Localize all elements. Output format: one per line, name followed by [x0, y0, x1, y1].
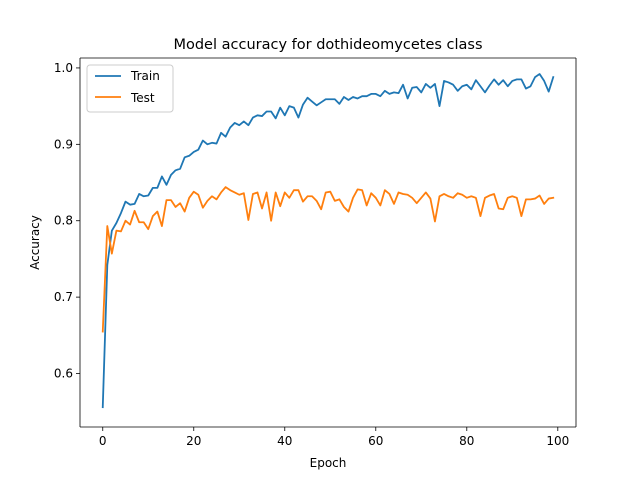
series-line-train: [101, 73, 555, 409]
axes-layer: [79, 57, 577, 428]
legend: Train Test: [86, 64, 174, 113]
chart-title: Model accuracy for dothideomycetes class: [173, 37, 482, 53]
y-tick-label: 1.0: [54, 61, 73, 75]
plot-area: [80, 58, 576, 427]
x-tick-label: 40: [277, 434, 292, 448]
legend-label-train: Train: [130, 69, 160, 83]
y-tick-label: 0.8: [54, 214, 73, 228]
x-tick-label: 100: [546, 434, 569, 448]
y-tick-layer: 0.6 0.7 0.8 0.9 1.0: [54, 61, 80, 381]
series-layer: [101, 73, 555, 409]
x-tick-layer: 0 20 40 60 80 100: [99, 427, 569, 448]
x-tick-label: 60: [368, 434, 383, 448]
x-tick-label: 80: [459, 434, 474, 448]
x-axis-title: Epoch: [310, 456, 347, 470]
x-tick-label: 0: [99, 434, 107, 448]
y-tick-label: 0.7: [54, 290, 73, 304]
y-axis-title: Accuracy: [28, 215, 42, 270]
y-tick-label: 0.6: [54, 367, 73, 381]
series-line-test: [101, 186, 555, 333]
legend-frame: [86, 64, 174, 113]
x-tick-label: 20: [186, 434, 201, 448]
y-tick-label: 0.9: [54, 137, 73, 151]
legend-label-test: Test: [130, 91, 155, 105]
